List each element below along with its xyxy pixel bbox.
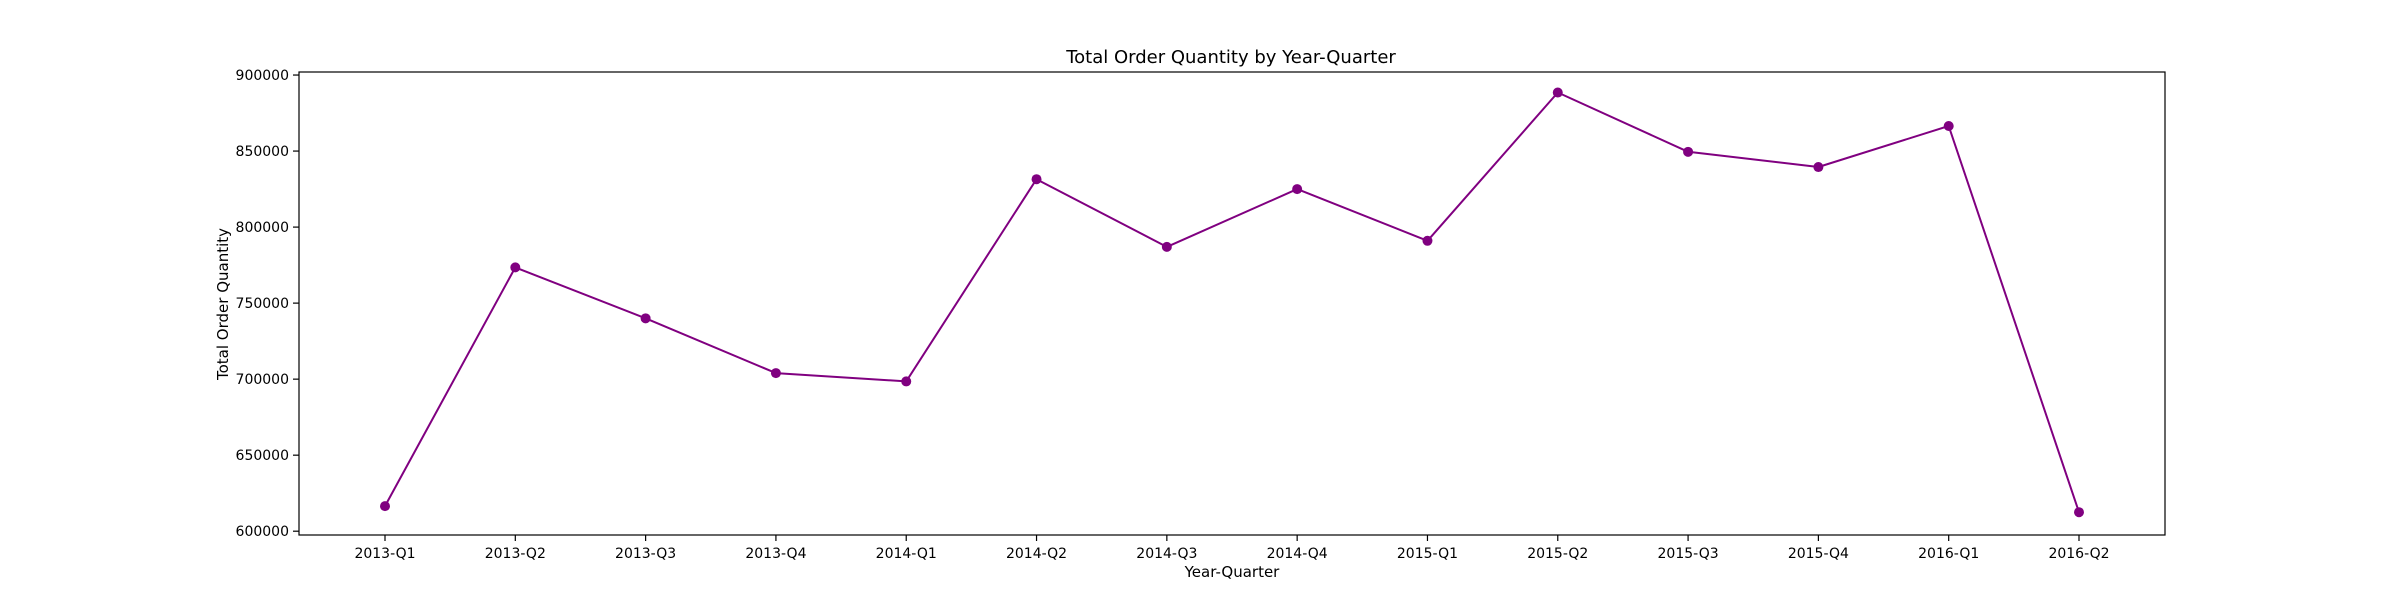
data-point — [2074, 507, 2084, 518]
data-point — [1813, 162, 1824, 173]
y-tick-label: 750000 — [236, 296, 289, 312]
x-axis-label: Year-Quarter — [1184, 563, 1281, 581]
x-tick-label: 2014-Q4 — [1267, 546, 1328, 562]
x-tick-label: 2014-Q3 — [1136, 546, 1197, 562]
y-tick-label: 850000 — [236, 144, 289, 160]
y-axis: 600000 650000 700000 750000 800000 850000 9000… — [236, 68, 299, 540]
data-point — [1031, 174, 1042, 185]
x-tick-label: 2013-Q3 — [615, 546, 676, 562]
x-tick-label: 2015-Q2 — [1527, 546, 1588, 562]
x-tick-label: 2014-Q1 — [876, 546, 937, 562]
data-point — [1422, 235, 1433, 246]
data-point — [1552, 87, 1563, 98]
data-point — [380, 501, 390, 512]
data-point — [1161, 241, 1172, 252]
data-point — [1683, 146, 1694, 157]
x-axis: 2013-Q1 2013-Q2 2013-Q3 2013-Q4 2014-Q1 2014-… — [354, 535, 2110, 562]
data-point — [640, 313, 651, 324]
chart-title: Total Order Quantity by Year-Quarter — [1065, 47, 1396, 68]
x-tick-label: 2016-Q2 — [2048, 546, 2109, 562]
y-tick-label: 600000 — [236, 524, 289, 540]
x-tick-label: 2015-Q4 — [1788, 546, 1849, 562]
data-point — [510, 262, 521, 273]
y-tick-label: 700000 — [236, 372, 289, 388]
x-tick-label: 2013-Q1 — [354, 546, 415, 562]
data-point — [1943, 120, 1954, 131]
data-point — [901, 376, 912, 387]
plot-frame — [298, 71, 2166, 536]
x-tick-label: 2015-Q1 — [1397, 546, 1458, 562]
x-tick-label: 2015-Q3 — [1658, 546, 1719, 562]
y-tick-label: 650000 — [236, 448, 289, 464]
y-tick-label: 900000 — [236, 68, 289, 84]
y-axis-label: Total Order Quantity — [214, 228, 232, 381]
x-tick-label: 2014-Q2 — [1006, 546, 1067, 562]
data-point — [770, 368, 781, 379]
series-line — [384, 91, 2080, 513]
x-tick-label: 2016-Q1 — [1918, 546, 1979, 562]
data-point — [1292, 184, 1303, 195]
y-tick-label: 800000 — [236, 220, 289, 236]
x-tick-label: 2013-Q2 — [485, 546, 546, 562]
x-tick-label: 2013-Q4 — [745, 546, 806, 562]
series-line-group — [380, 87, 2084, 518]
